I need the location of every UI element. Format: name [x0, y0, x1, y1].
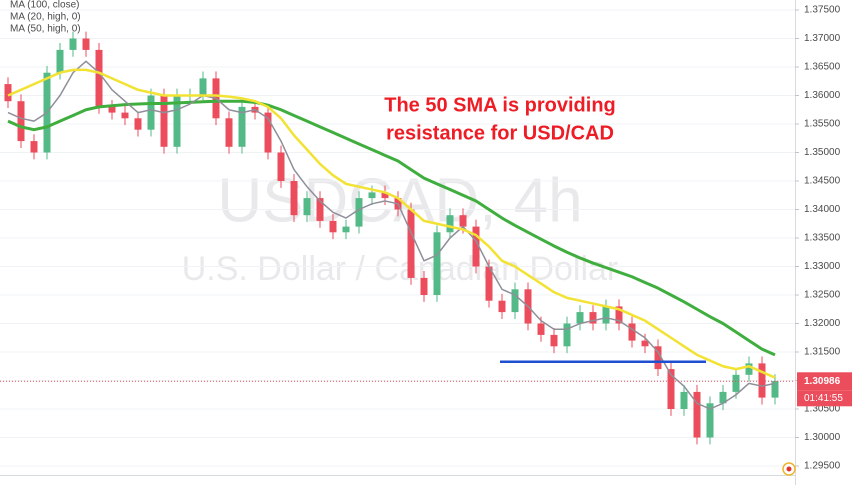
candle-body	[407, 209, 415, 278]
y-tick-label: 1.32500	[804, 290, 841, 301]
candle-body	[316, 198, 324, 221]
candle-body	[238, 106, 246, 147]
candle-body	[199, 78, 207, 96]
candle-body	[329, 220, 337, 233]
y-tick-label: 1.35500	[804, 119, 841, 130]
y-tick-label: 1.34500	[804, 176, 841, 187]
candle-body	[550, 334, 558, 347]
y-tick-label: 1.33000	[804, 261, 841, 272]
y-tick-label: 1.30000	[804, 432, 841, 443]
candle-body	[368, 192, 376, 199]
candle-body	[771, 381, 779, 398]
annotation: resistance for USD/CAD	[386, 122, 614, 144]
candle-body	[576, 312, 584, 324]
y-tick-label: 1.32000	[804, 318, 841, 329]
candle-body	[563, 323, 571, 347]
candle-body	[706, 403, 714, 438]
candle-body	[290, 181, 298, 216]
candle-body	[459, 215, 467, 227]
candle-body	[433, 232, 441, 295]
candle-body	[108, 106, 116, 113]
candle-body	[303, 198, 311, 216]
candle-body	[537, 323, 545, 335]
candle-body	[82, 38, 90, 50]
legend-entry: MA (100, close)	[10, 0, 79, 11]
last-price-label: 1.30986	[804, 376, 841, 387]
candle-body	[30, 141, 38, 153]
y-tick-label: 1.34000	[804, 204, 841, 215]
candle-body	[355, 198, 363, 227]
ma-line	[7, 60, 776, 410]
y-tick-label: 1.31500	[804, 347, 841, 358]
plot-area	[0, 31, 795, 445]
ma-line	[7, 68, 776, 379]
candle-body	[17, 101, 25, 142]
candle-body	[4, 84, 12, 102]
candle-body	[615, 306, 623, 324]
y-tick-label: 1.30500	[804, 404, 841, 415]
candle-body	[680, 391, 688, 409]
candle-body	[69, 38, 77, 50]
candle-body	[264, 112, 272, 153]
candle-body	[589, 312, 597, 324]
last-price-box	[797, 372, 852, 391]
candle-body	[472, 226, 480, 267]
legend-entry: MA (20, high, 0)	[10, 12, 81, 23]
candle-body	[485, 266, 493, 301]
candle-body	[511, 289, 519, 313]
candle-body	[758, 363, 766, 398]
candle-body	[654, 346, 662, 370]
grid	[0, 9, 795, 467]
y-tick-label: 1.36500	[804, 62, 841, 73]
candle-body	[420, 277, 428, 295]
y-tick-label: 1.33500	[804, 233, 841, 244]
candle-body	[498, 300, 506, 313]
candle-body	[641, 340, 649, 347]
candle-body	[693, 391, 701, 438]
candle-body	[56, 49, 64, 73]
candle-body	[719, 391, 727, 404]
annotation: The 50 SMA is providing	[384, 94, 616, 116]
ma-line	[7, 99, 776, 357]
watermark-subtitle: U.S. Dollar / Canadian Dollar	[182, 250, 619, 288]
legend-entry: MA (50, high, 0)	[10, 24, 81, 35]
candle-body	[628, 323, 636, 341]
candle-body	[277, 152, 285, 181]
candle-body	[134, 118, 142, 130]
candle-body	[121, 112, 129, 119]
y-tick-label: 1.37000	[804, 33, 841, 44]
y-tick-label: 1.29500	[804, 461, 841, 472]
candle-body	[225, 118, 233, 147]
candle-body	[147, 95, 155, 130]
candle-body	[745, 363, 753, 375]
candle-body	[381, 192, 389, 199]
candle-body	[95, 49, 103, 107]
candle-body	[667, 369, 675, 409]
y-tick-label: 1.36000	[804, 90, 841, 101]
legend: MA (100, close)MA (20, high, 0)MA (50, h…	[10, 0, 81, 35]
countdown-box	[797, 390, 852, 407]
candle-body	[160, 95, 168, 147]
y-tick-label: 1.35000	[804, 147, 841, 158]
candle-body	[173, 95, 181, 147]
candle-body	[732, 374, 740, 392]
price-axis: 1.295001.300001.305001.310001.315001.320…	[795, 5, 852, 472]
countdown-label: 01:41:55	[804, 393, 843, 404]
currency-flag-icon-center	[786, 466, 792, 472]
y-tick-label: 1.37500	[804, 5, 841, 16]
candle-body	[342, 226, 350, 233]
candle-body	[602, 306, 610, 324]
candle-body	[446, 215, 454, 233]
